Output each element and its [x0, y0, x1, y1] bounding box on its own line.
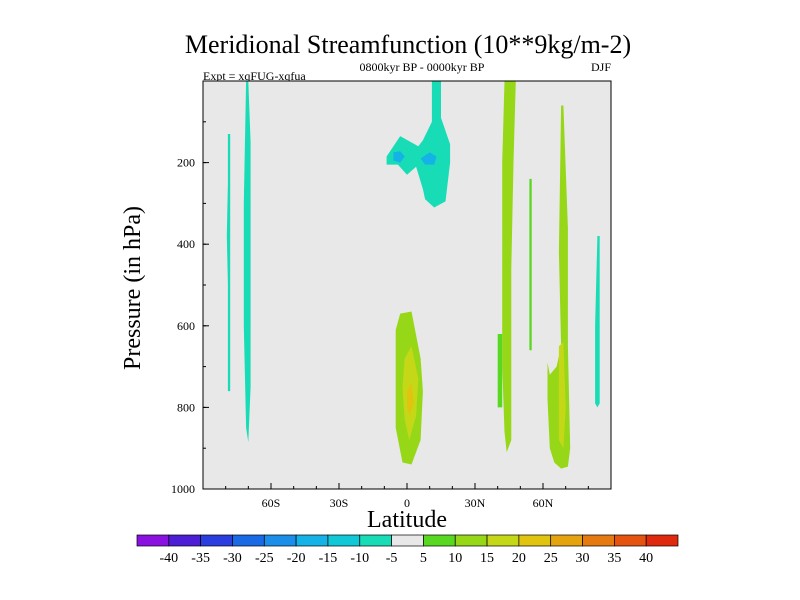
y-tick-label: 200 — [177, 156, 195, 170]
colorbar-swatch — [454, 534, 488, 547]
colorbar-label: 20 — [512, 551, 526, 566]
colorbar-label: 5 — [420, 551, 427, 566]
colorbar-label: 15 — [480, 551, 494, 566]
y-tick-label: 1000 — [171, 482, 195, 496]
colorbar-label: -40 — [159, 551, 178, 566]
contour-column-nh-60-core — [558, 342, 566, 449]
contour-column-nh-midlat-edge — [497, 334, 503, 408]
y-tick-label: 600 — [177, 319, 195, 333]
contour-lobe-sh-polar — [226, 134, 231, 392]
contour-column-nh-midlat — [502, 81, 516, 453]
colorbar-swatch — [168, 534, 201, 547]
colorbar-label: -25 — [255, 551, 274, 566]
contour-regions — [226, 81, 600, 469]
colorbar-swatch — [136, 534, 170, 547]
colorbar-label: 25 — [544, 551, 558, 566]
colorbar-swatch — [327, 534, 361, 547]
colorbar-swatch — [550, 534, 583, 547]
period-label: 0800kyr BP - 0000kyr BP — [360, 60, 485, 74]
y-axis-label: Pressure (in hPa) — [120, 206, 146, 370]
colorbar-swatch — [486, 534, 520, 547]
colorbar-label: 35 — [607, 551, 621, 566]
x-tick-label: 30N — [465, 496, 486, 510]
x-tick-label: 0 — [404, 496, 410, 510]
colorbar-label: -10 — [350, 551, 369, 566]
colorbar-swatch — [232, 534, 265, 547]
y-tick-label: 800 — [177, 400, 195, 414]
chart-title: Meridional Streamfunction (10**9kg/m-2) — [185, 30, 631, 59]
season-label: DJF — [591, 60, 611, 74]
colorbar-label: -20 — [287, 551, 306, 566]
colorbar-swatch — [423, 534, 456, 547]
colorbar-swatch — [645, 534, 679, 547]
colorbar-swatch — [518, 534, 552, 547]
colorbar-swatch — [391, 534, 424, 547]
colorbar-label: 30 — [576, 551, 590, 566]
colorbar-label: -30 — [223, 551, 242, 566]
y-tick-label: 400 — [177, 237, 195, 251]
x-axis-label: Latitude — [367, 507, 447, 533]
colorbar-swatch — [359, 534, 392, 547]
contour-column-nh-polar — [595, 236, 600, 408]
colorbar-swatch — [614, 534, 647, 547]
colorbar-label: 10 — [448, 551, 462, 566]
x-tick-label: 30S — [330, 496, 349, 510]
colorbar-swatch — [200, 534, 233, 547]
contour-column-nh-55 — [529, 178, 532, 351]
x-axis-ticks: 60S 30S 0 30N 60N — [202, 483, 612, 510]
contour-core-upper-tropics-negative-2 — [420, 152, 437, 165]
experiment-label: Expt = xqFUG-xqfua — [203, 69, 306, 83]
colorbar-swatch — [263, 534, 297, 547]
colorbar-label: -35 — [191, 551, 210, 566]
contour-lobe-sh-high-lat — [243, 81, 251, 443]
colorbar-label: -5 — [386, 551, 398, 566]
colorbar: -40 -35 -30 -25 -20 -15 -10 -5 5 10 15 20 25 30 35 40 — [136, 534, 679, 566]
x-tick-label: 60N — [533, 496, 554, 510]
colorbar-swatch — [582, 534, 615, 547]
colorbar-label: 40 — [639, 551, 653, 566]
contour-lobe-upper-tropics-negative — [386, 81, 451, 208]
x-tick-label: 60S — [262, 496, 281, 510]
colorbar-swatch — [295, 534, 329, 547]
colorbar-label: -15 — [319, 551, 338, 566]
contour-lobe-lower-tropics-20 — [407, 382, 414, 416]
y-axis-ticks: 200 400 600 800 1000 — [171, 80, 209, 496]
contour-core-upper-tropics-negative — [393, 151, 405, 163]
